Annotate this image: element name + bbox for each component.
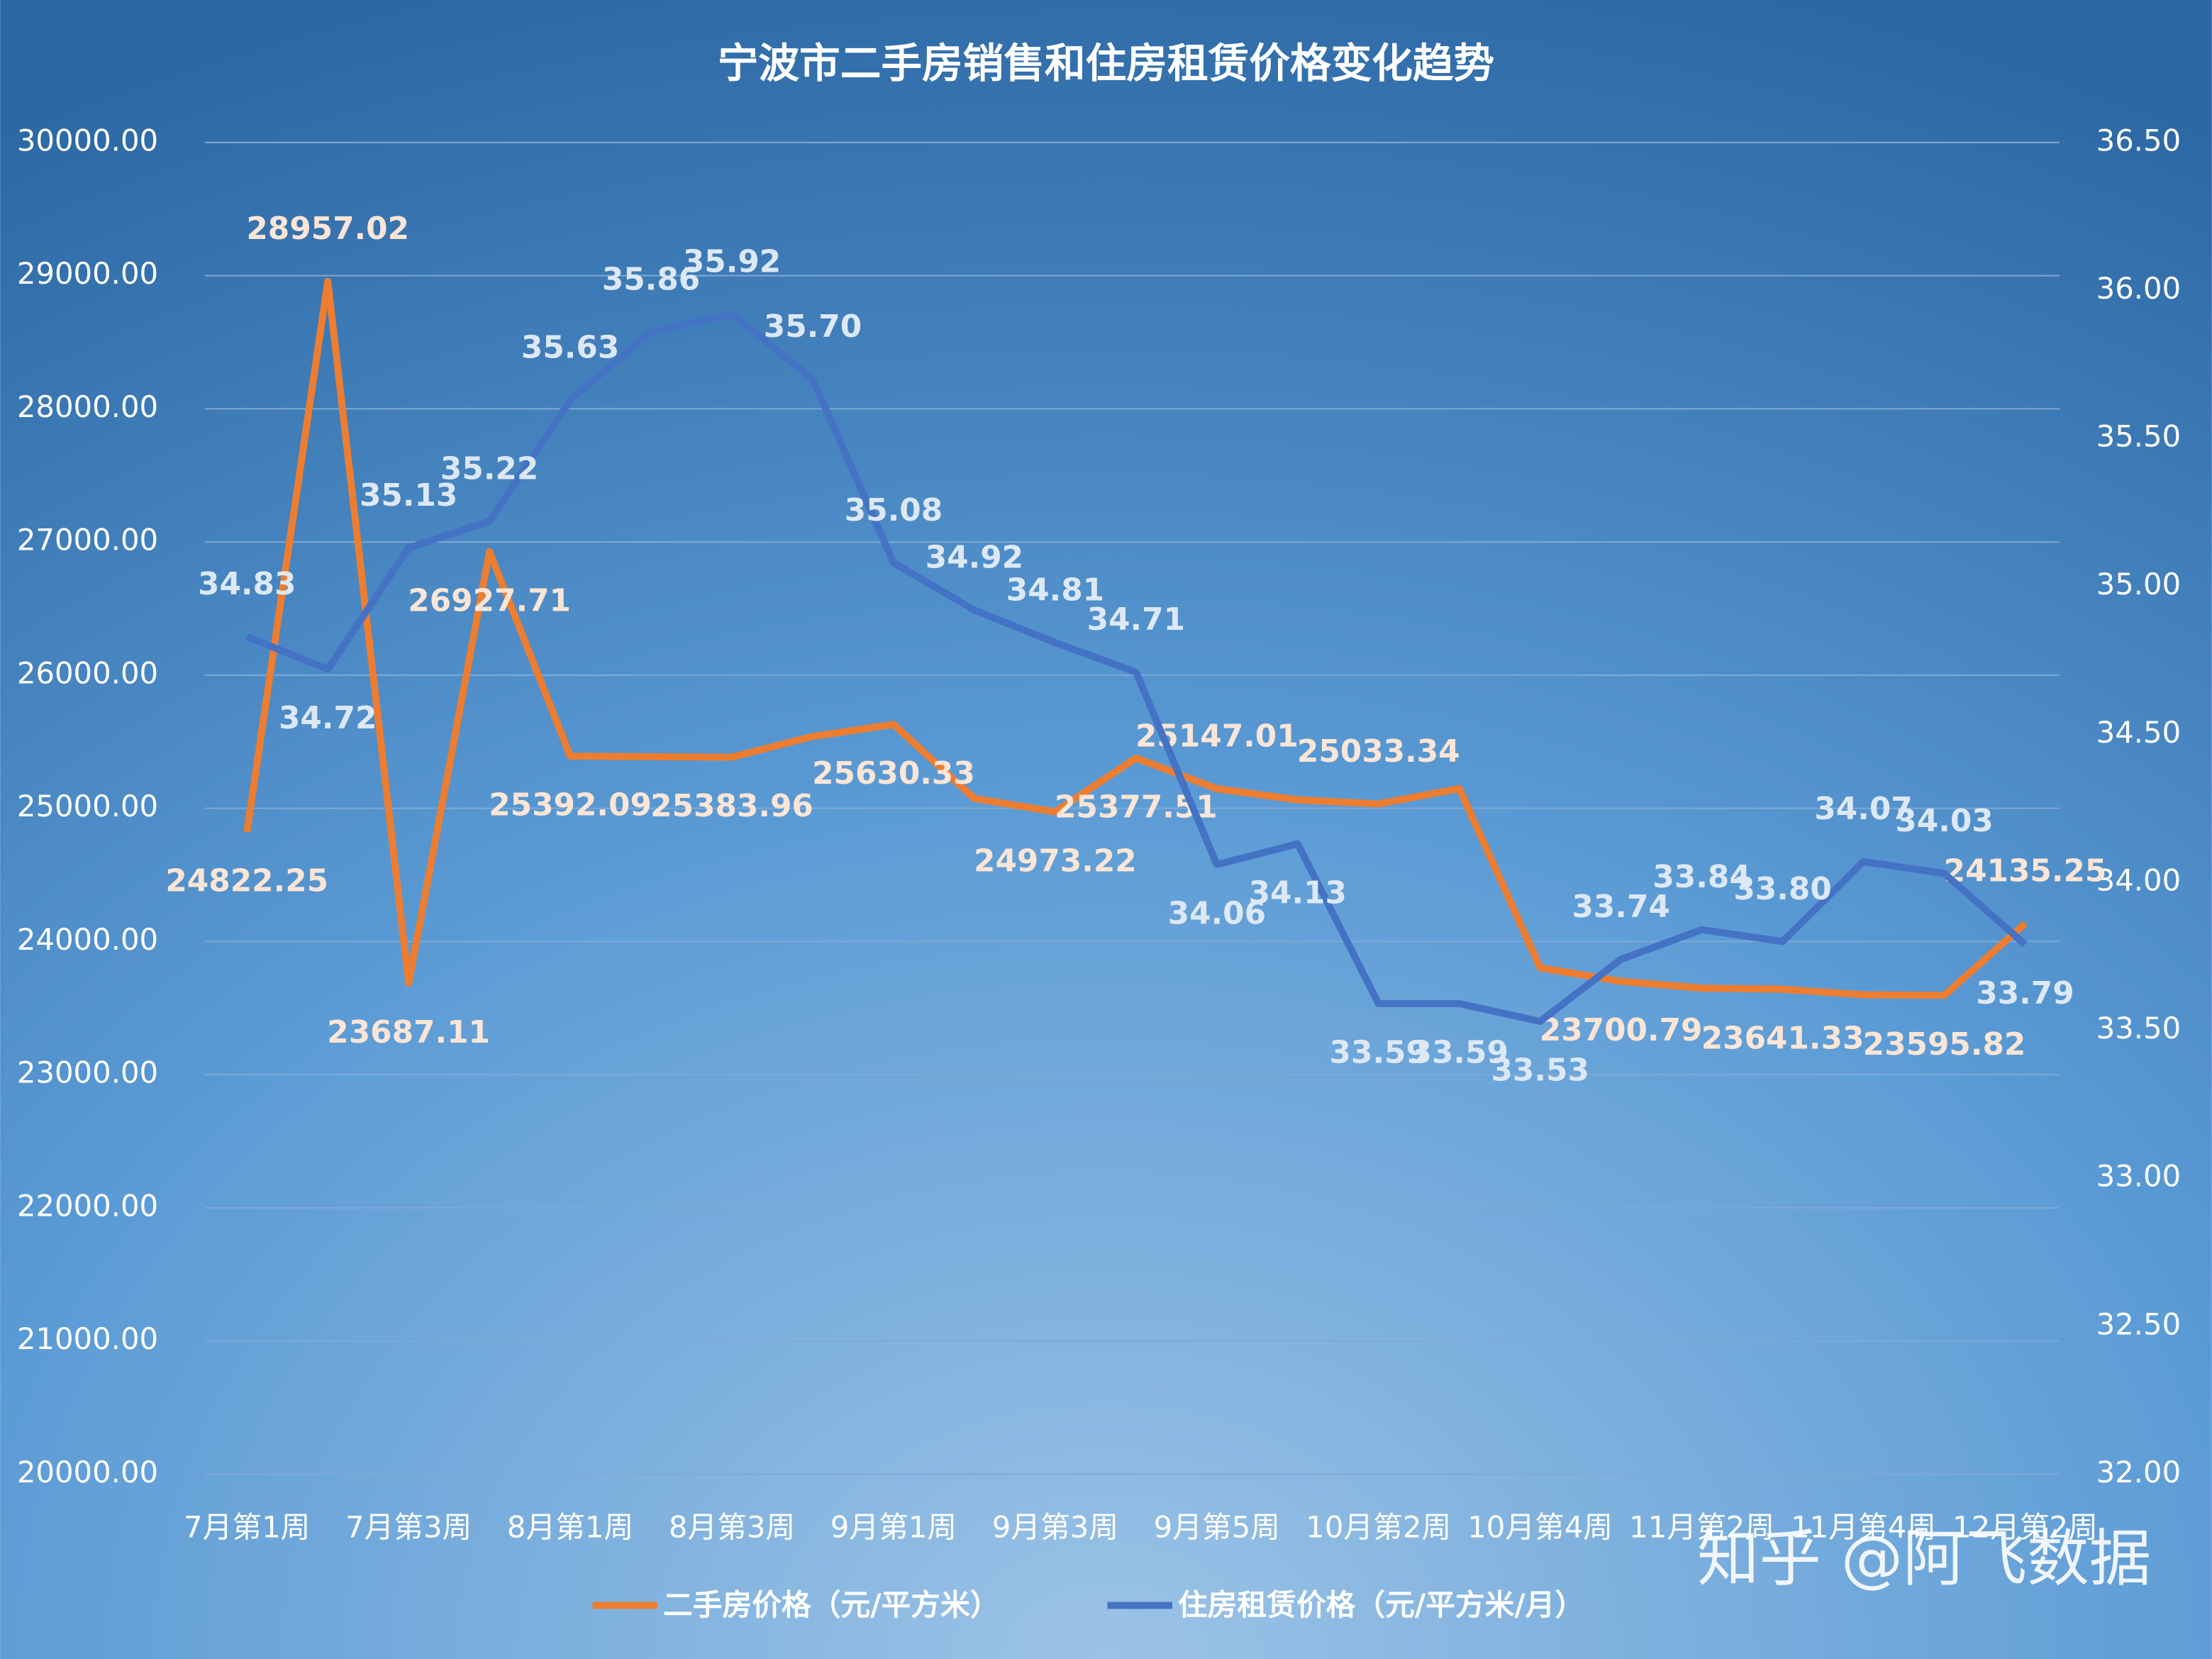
data-label: 35.63 [521, 329, 619, 365]
y2-tick-label: 35.00 [2096, 567, 2182, 601]
y-tick-label: 26000.00 [17, 655, 158, 690]
x-tick-label: 11月第4周 [1791, 1510, 1936, 1545]
x-tick-label: 10月第4周 [1467, 1510, 1613, 1545]
y-tick-label: 27000.00 [17, 523, 158, 557]
x-tick-label: 12月第2周 [1952, 1510, 2098, 1545]
y-tick-label: 28000.00 [17, 389, 158, 424]
legend-label: 住房租赁价格（元/平方米/月） [1178, 1587, 1584, 1622]
y2-tick-label: 35.50 [2096, 419, 2182, 454]
data-label: 24973.22 [974, 843, 1137, 879]
data-label: 25392.09 [489, 787, 652, 823]
series-line [245, 310, 2028, 1026]
data-label: 34.71 [1087, 601, 1185, 638]
data-label: 23687.11 [327, 1014, 490, 1050]
x-tick-label: 9月第1周 [830, 1510, 957, 1545]
y2-tick-label: 33.50 [2096, 1011, 2182, 1045]
data-label: 33.80 [1733, 871, 1831, 907]
data-label: 33.53 [1491, 1053, 1589, 1089]
x-tick-label: 7月第1周 [184, 1510, 310, 1545]
data-label: 34.06 [1168, 896, 1266, 932]
data-label: 33.74 [1572, 889, 1669, 925]
data-label: 25033.34 [1297, 733, 1460, 770]
data-label: 35.92 [683, 243, 781, 279]
data-label: 23595.82 [1863, 1026, 2026, 1062]
y2-tick-label: 34.50 [2096, 715, 2182, 750]
x-tick-label: 11月第2周 [1629, 1510, 1774, 1545]
x-tick-label: 9月第5周 [1154, 1510, 1280, 1545]
y-tick-label: 30000.00 [17, 123, 158, 157]
legend-label: 二手房价格（元/平方米） [663, 1587, 1000, 1622]
y-tick-label: 25000.00 [17, 789, 158, 823]
x-tick-label: 9月第3周 [992, 1510, 1118, 1545]
data-label: 35.22 [440, 450, 538, 487]
y2-tick-label: 32.50 [2096, 1306, 2182, 1341]
data-label: 28957.02 [246, 211, 409, 247]
data-label: 34.07 [1814, 791, 1912, 827]
data-label: 34.92 [926, 540, 1023, 576]
data-label: 33.79 [1976, 975, 2074, 1011]
data-label: 24135.25 [1944, 853, 2107, 889]
y-tick-label: 21000.00 [17, 1321, 158, 1356]
data-label: 34.81 [1006, 572, 1104, 608]
y2-tick-label: 34.00 [2096, 862, 2182, 897]
data-label: 33.59 [1411, 1035, 1508, 1071]
data-label: 35.86 [602, 261, 700, 297]
y2-tick-label: 32.00 [2096, 1455, 2182, 1489]
y2-tick-label: 36.00 [2096, 271, 2182, 306]
y-tick-label: 22000.00 [17, 1188, 158, 1223]
data-label: 33.59 [1330, 1035, 1428, 1071]
y-tick-label: 20000.00 [17, 1455, 158, 1489]
data-label: 25383.96 [650, 788, 813, 824]
data-label: 23641.33 [1701, 1020, 1864, 1056]
data-label: 35.13 [360, 477, 457, 514]
data-label: 35.08 [845, 492, 943, 528]
y2-tick-label: 36.50 [2096, 123, 2182, 157]
y2-tick-label: 33.00 [2096, 1159, 2182, 1194]
x-tick-label: 7月第3周 [345, 1510, 472, 1545]
data-label: 34.03 [1895, 803, 1993, 839]
data-label: 23700.79 [1540, 1012, 1703, 1048]
y-tick-label: 29000.00 [17, 256, 158, 291]
watermark: 知乎 @阿飞数据 [1697, 1523, 2151, 1595]
y-tick-label: 23000.00 [17, 1055, 158, 1090]
data-label: 35.70 [764, 309, 862, 345]
data-label: 26927.71 [408, 582, 571, 618]
chart-title: 宁波市二手房销售和住房租赁价格变化趋势 [718, 39, 1494, 87]
data-label: 33.84 [1652, 859, 1750, 895]
x-tick-label: 8月第3周 [669, 1510, 795, 1545]
x-tick-label: 10月第2周 [1306, 1510, 1451, 1545]
data-label: 24822.25 [165, 863, 328, 899]
data-label: 25630.33 [812, 755, 975, 792]
data-label: 34.83 [198, 566, 296, 602]
data-label: 34.72 [279, 700, 377, 736]
y-tick-label: 24000.00 [17, 922, 158, 957]
series-line [243, 277, 2028, 999]
data-label: 34.13 [1249, 875, 1347, 911]
x-tick-label: 8月第1周 [507, 1510, 633, 1545]
